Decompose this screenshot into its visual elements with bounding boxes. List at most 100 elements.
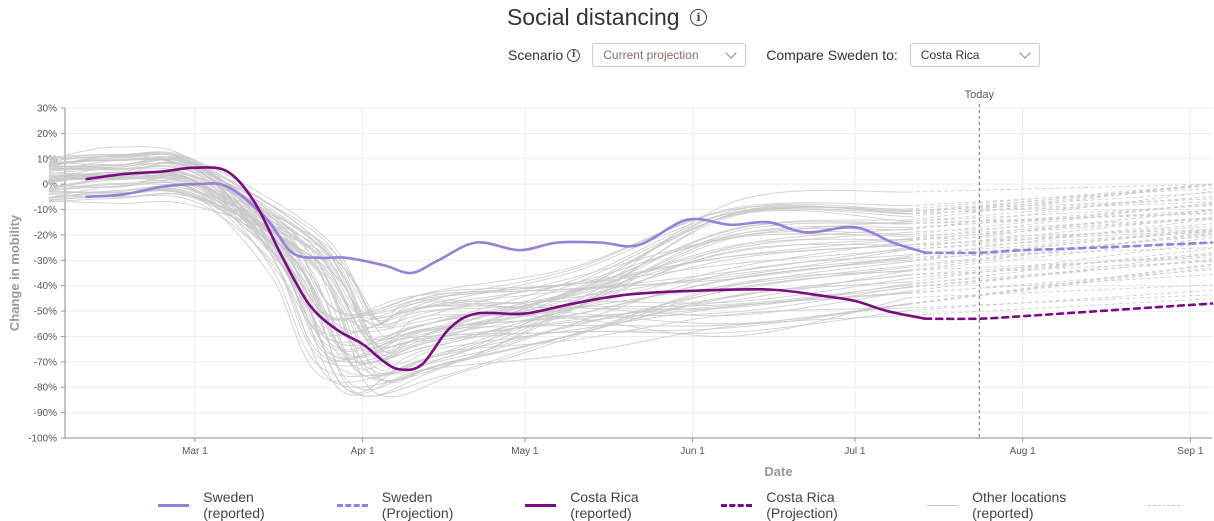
other-location-line xyxy=(48,189,910,348)
y-tick-label: -90% xyxy=(34,408,57,419)
legend-sweden-reported[interactable]: Sweden (reported) xyxy=(158,489,317,521)
other-location-projection-line xyxy=(908,252,1213,279)
mobility-chart: 30% 20% 10% 0% -10% -20% -30% -40% -50% -60% -70% -… xyxy=(7,89,1214,479)
legend-swatch-sweden-projection xyxy=(336,503,368,507)
legend-swatch-costa-rica-projection xyxy=(720,503,753,507)
series-line-costa-rica-projection xyxy=(924,302,1214,321)
other-location-line xyxy=(48,156,910,370)
other-location-line xyxy=(48,200,910,329)
compare-label: Compare Sweden to: xyxy=(766,47,898,63)
x-tick-label: Apr 1 xyxy=(351,446,375,457)
other-location-projection-line xyxy=(908,223,1213,250)
other-location-line xyxy=(48,172,910,359)
legend-costa-rica-projection[interactable]: Costa Rica (Projection) xyxy=(720,489,907,521)
other-location-projection-line xyxy=(908,284,1213,299)
other-location-projection-line xyxy=(908,294,1213,309)
series-line-sweden-projection xyxy=(924,241,1214,255)
y-tick-label: -30% xyxy=(34,256,57,267)
y-tick-label: -60% xyxy=(34,332,57,343)
y-tick-label: -20% xyxy=(34,230,57,241)
legend-label: Sweden (Projection) xyxy=(381,489,454,521)
other-location-projection-line xyxy=(908,202,1213,235)
other-location-line xyxy=(48,157,910,362)
x-tick-label: Aug 1 xyxy=(1010,446,1037,457)
other-location-projection-line xyxy=(908,218,1213,257)
legend-other-locations[interactable]: Other locations (reported) xyxy=(926,489,1128,521)
other-location-line xyxy=(48,171,910,358)
other-location-line xyxy=(48,161,910,396)
other-location-projection-line xyxy=(908,237,1213,272)
other-location-projection-line xyxy=(908,210,1213,242)
compare-select[interactable]: Costa Rica xyxy=(909,43,1040,67)
legend-swatch-other-locations xyxy=(926,504,959,506)
other-location-line xyxy=(48,174,910,382)
info-icon[interactable]: i xyxy=(690,9,708,26)
legend: Sweden (reported) Sweden (Projection) Co… xyxy=(158,489,1214,521)
other-location-projection-line xyxy=(908,247,1213,286)
legend-label: Other locations (reported) xyxy=(972,489,1067,521)
y-tick-label: -40% xyxy=(34,281,57,292)
scenario-select-value: Current projection xyxy=(603,48,699,62)
other-location-projection-line xyxy=(908,228,1213,241)
other-location-projection-line xyxy=(908,201,1213,215)
legend-swatch-sweden-reported xyxy=(158,503,190,507)
compare-select-value: Costa Rica xyxy=(920,48,980,62)
other-location-projection-line xyxy=(908,298,1213,316)
legend-label: Costa Rica (Projection) xyxy=(766,489,838,521)
other-location-line xyxy=(48,159,910,333)
y-tick-label: -10% xyxy=(34,205,57,216)
other-location-projection-line xyxy=(908,217,1213,237)
page-title: Social distancing xyxy=(506,4,680,30)
y-tick-label: -100% xyxy=(28,434,57,445)
other-location-projection-line xyxy=(908,254,1213,276)
series-line-sweden-reported xyxy=(85,182,927,275)
other-location-projection-line xyxy=(908,183,1213,193)
y-tick-label: 20% xyxy=(37,129,57,140)
other-location-line xyxy=(48,171,910,347)
other-location-projection-line xyxy=(908,212,1213,224)
series-line-costa-rica-reported xyxy=(85,166,927,372)
other-location-line xyxy=(48,171,910,319)
other-location-projection-line xyxy=(908,232,1213,267)
y-tick-label: 0% xyxy=(43,180,58,191)
other-location-projection-line xyxy=(908,289,1213,311)
x-tick-label: Sep 1 xyxy=(1177,446,1204,457)
other-location-projection-line xyxy=(908,209,1213,228)
y-tick-label: 30% xyxy=(37,104,57,115)
other-location-projection-line xyxy=(908,190,1213,231)
y-tick-label: -70% xyxy=(34,357,57,368)
title-row: Social distancing i xyxy=(0,4,1214,31)
x-axis-title: Date xyxy=(764,464,792,479)
other-location-line xyxy=(48,173,910,322)
y-axis-title: Change in mobility xyxy=(7,214,22,331)
scenario-select[interactable]: Current projection xyxy=(592,43,747,67)
legend-label: Sweden (reported) xyxy=(203,489,265,521)
chevron-down-icon xyxy=(725,47,737,59)
y-tick-label: 10% xyxy=(37,154,57,165)
legend-costa-rica-reported[interactable]: Costa Rica (reported) xyxy=(524,489,701,521)
other-location-projection-line xyxy=(908,183,1213,214)
other-location-projection-line xyxy=(908,183,1213,210)
y-tick-label: -80% xyxy=(34,383,57,394)
x-tick-label: May 1 xyxy=(511,446,539,457)
other-location-projection-line xyxy=(908,235,1213,261)
other-location-line xyxy=(48,154,910,325)
y-tick-label: -50% xyxy=(34,307,57,318)
controls-bar: Scenario i Current projection Compare Sw… xyxy=(508,42,1040,68)
legend-swatch-costa-rica-reported xyxy=(524,503,557,507)
scenario-info-icon[interactable]: i xyxy=(567,48,581,62)
legend-other-projection[interactable] xyxy=(1148,504,1194,506)
other-location-line xyxy=(48,178,910,340)
other-location-line xyxy=(48,164,910,368)
other-location-projection-line xyxy=(908,241,1213,283)
other-location-projection-line xyxy=(908,263,1213,305)
legend-label: Costa Rica (reported) xyxy=(570,489,639,521)
other-location-line xyxy=(48,159,910,397)
other-location-line xyxy=(48,192,910,326)
other-location-projection-line xyxy=(908,226,1213,246)
today-label: Today xyxy=(965,89,995,101)
legend-sweden-projection[interactable]: Sweden (Projection) xyxy=(336,489,505,521)
other-location-projection-line xyxy=(908,260,1213,285)
x-tick-label: Jun 1 xyxy=(680,446,705,457)
other-location-projection-line xyxy=(908,231,1213,271)
